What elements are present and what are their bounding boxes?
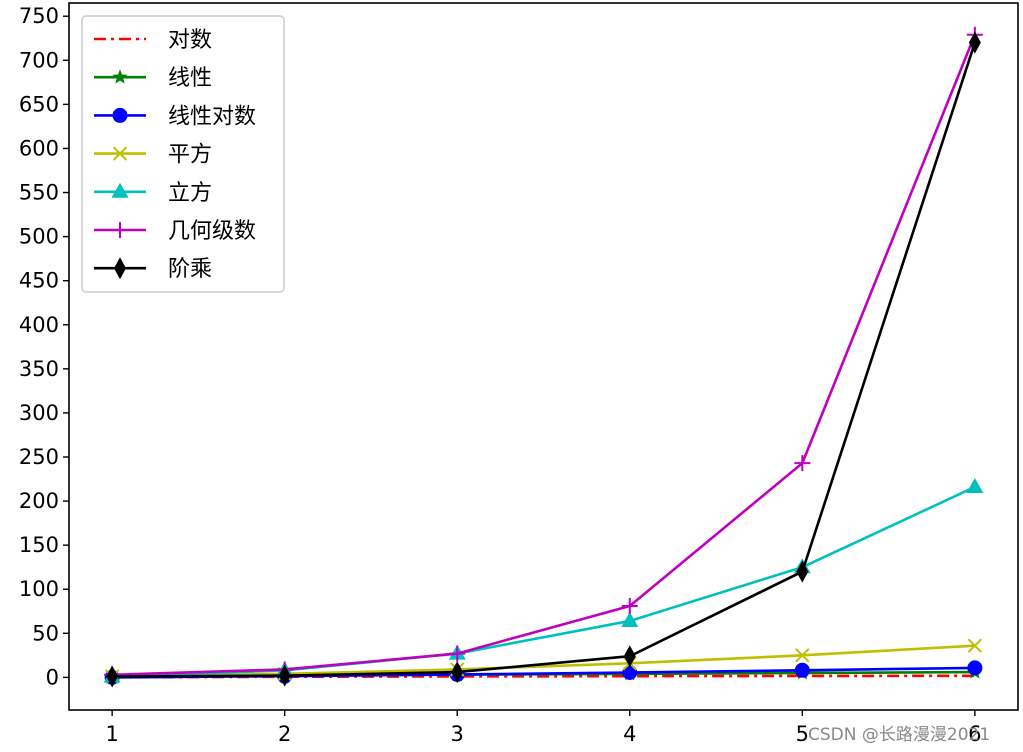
y-tick-label: 100 <box>19 577 59 601</box>
y-tick-label: 550 <box>19 181 59 205</box>
legend-entry: 几何级数 <box>94 219 256 244</box>
y-tick-label: 0 <box>46 665 59 689</box>
y-tick-label: 700 <box>19 48 59 72</box>
y-tick-label: 150 <box>19 533 59 557</box>
data-point <box>449 645 466 662</box>
series-line <box>112 644 975 678</box>
legend-entry: 对数 <box>94 28 212 53</box>
x-tick-label: 3 <box>451 722 464 746</box>
legend-label: 立方 <box>168 181 212 206</box>
legend-swatch-marker <box>114 257 126 280</box>
y-tick-label: 400 <box>19 313 59 337</box>
data-point <box>967 660 983 676</box>
data-point <box>106 665 119 688</box>
y-tick-label: 600 <box>19 136 59 160</box>
y-tick-label: 350 <box>19 357 59 381</box>
data-point <box>621 611 639 627</box>
legend-entry: 线性 <box>94 66 212 91</box>
legend-swatch-marker <box>112 107 128 123</box>
y-tick-label: 500 <box>19 225 59 249</box>
y-tick-label: 50 <box>32 621 59 645</box>
watermark: CSDN @长路漫漫2021 <box>808 725 990 745</box>
data-point <box>796 560 809 583</box>
data-point <box>968 31 981 54</box>
legend-swatch-marker <box>112 146 128 161</box>
legend-label: 平方 <box>168 143 212 168</box>
x-tick-label: 6 <box>968 722 981 746</box>
data-point <box>966 477 984 493</box>
legend-swatch-marker <box>112 69 128 84</box>
legend-label: 几何级数 <box>168 219 256 244</box>
legend-entry: 线性对数 <box>94 104 256 129</box>
legend-entry: 阶乘 <box>94 257 212 282</box>
series-line <box>112 34 977 677</box>
legend-frame <box>81 15 285 293</box>
data-point <box>794 455 811 472</box>
y-tick-label: 450 <box>19 269 59 293</box>
data-point <box>794 662 810 678</box>
legend-entry: 平方 <box>94 143 212 168</box>
y-tick-label: 650 <box>19 92 59 116</box>
x-tick-label: 1 <box>105 722 118 746</box>
series-layer <box>103 26 984 688</box>
x-tick-label: 4 <box>623 722 636 746</box>
data-point <box>967 638 983 653</box>
legend-swatch-marker <box>112 222 128 238</box>
legend-label: 阶乘 <box>168 257 212 282</box>
data-point <box>451 661 464 684</box>
data-point <box>623 645 636 668</box>
data-point <box>278 664 291 687</box>
legend-label: 线性 <box>168 66 212 91</box>
y-tick-label: 250 <box>19 445 59 469</box>
legend-entry: 立方 <box>94 181 212 206</box>
x-tick-label: 2 <box>278 722 291 746</box>
legend-label: 线性对数 <box>168 104 256 129</box>
legend-label: 对数 <box>168 28 212 53</box>
x-tick-label: 5 <box>796 722 809 746</box>
x-axis: 1 2 3 4 5 6 <box>105 710 982 746</box>
legend-swatch-marker <box>111 182 129 198</box>
data-point <box>622 664 638 680</box>
y-tick-label: 200 <box>19 489 59 513</box>
series-7 <box>106 31 981 688</box>
series-line <box>112 42 977 678</box>
y-axis: 0 50 100 150 200 250 300 350 400 450 500 550 600 650 7… <box>19 4 69 689</box>
y-tick-label: 300 <box>19 401 59 425</box>
y-tick-label: 750 <box>19 4 59 28</box>
data-point <box>621 597 638 614</box>
data-point <box>795 648 810 663</box>
